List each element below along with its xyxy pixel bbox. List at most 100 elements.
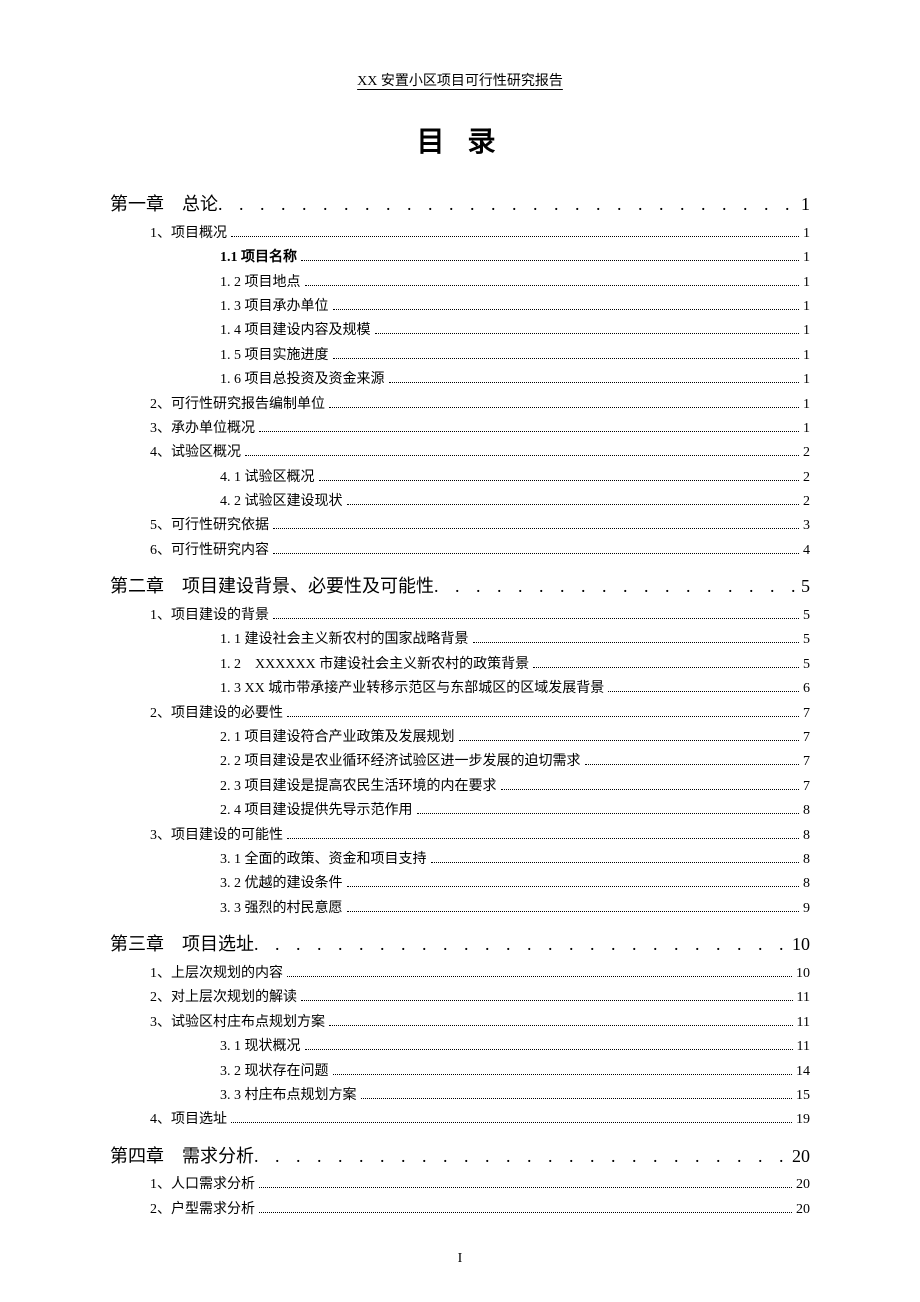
toc-page-number: 5 [803,654,810,676]
toc-page-number: 5 [803,629,810,651]
toc-page-number: 19 [796,1109,810,1131]
toc-page-number: 15 [796,1085,810,1107]
toc-label: 1、上层次规划的内容 [150,963,283,985]
toc-page-number: 10 [796,963,810,985]
toc-page-number: 5 [801,572,810,601]
toc-label: 3. 2 现状存在问题 [220,1061,329,1083]
toc-entry: 4. 2 试验区建设现状2 [110,491,810,513]
toc-entry: 第四章 需求分析 . . . . . . . . . . . . . . . .… [110,1142,810,1171]
toc-entry: 3. 1 现状概况11 [110,1036,810,1058]
toc-container: 第一章 总论 . . . . . . . . . . . . . . . . .… [110,190,810,1221]
toc-page-number: 11 [797,1012,810,1034]
toc-entry: 2、户型需求分析20 [110,1199,810,1221]
toc-label: 第一章 总论 [110,190,218,219]
toc-label: 第二章 项目建设背景、必要性及可能性 [110,572,434,601]
toc-page-number: 7 [803,703,810,725]
toc-entry: 1、人口需求分析20 [110,1174,810,1196]
toc-leader-dots [585,764,800,765]
toc-label: 1. 6 项目总投资及资金来源 [220,369,385,391]
toc-leader-dots [231,1122,792,1123]
toc-page-number: 11 [797,1036,810,1058]
toc-page-number: 1 [803,345,810,367]
toc-leader-dots: . . . . . . . . . . . . . . . . . . . . … [434,572,801,601]
toc-page-number: 11 [797,987,810,1009]
toc-entry: 第三章 项目选址 . . . . . . . . . . . . . . . .… [110,930,810,959]
toc-leader-dots [333,358,800,359]
toc-leader-dots [333,1074,793,1075]
toc-leader-dots [608,691,799,692]
toc-label: 2、项目建设的必要性 [150,703,283,725]
toc-label: 2. 2 项目建设是农业循环经济试验区进一步发展的迫切需求 [220,751,581,773]
toc-entry: 4、试验区概况2 [110,442,810,464]
toc-leader-dots [245,455,799,456]
toc-leader-dots [347,504,800,505]
toc-page-number: 1 [803,272,810,294]
toc-leader-dots [329,1025,793,1026]
toc-label: 3、试验区村庄布点规划方案 [150,1012,325,1034]
toc-page-number: 20 [796,1199,810,1221]
toc-label: 2. 1 项目建设符合产业政策及发展规划 [220,727,455,749]
toc-page-number: 1 [803,369,810,391]
toc-page-number: 8 [803,825,810,847]
toc-label: 2、可行性研究报告编制单位 [150,394,325,416]
toc-entry: 3. 2 优越的建设条件8 [110,873,810,895]
toc-label: 1. 2 XXXXXX 市建设社会主义新农村的政策背景 [220,654,529,676]
toc-leader-dots [305,285,800,286]
toc-label: 3、项目建设的可能性 [150,825,283,847]
toc-entry: 3. 3 村庄布点规划方案 15 [110,1085,810,1107]
toc-page-number: 2 [803,442,810,464]
toc-page-number: 10 [792,930,810,959]
toc-label: 4. 1 试验区概况 [220,467,315,489]
toc-entry: 1.1 项目名称1 [110,247,810,269]
toc-leader-dots [333,309,800,310]
toc-label: 3. 3 村庄布点规划方案 [220,1085,357,1107]
toc-entry: 3. 2 现状存在问题14 [110,1061,810,1083]
toc-entry: 2、可行性研究报告编制单位 1 [110,394,810,416]
toc-label: 2. 3 项目建设是提高农民生活环境的内在要求 [220,776,497,798]
toc-leader-dots [259,431,799,432]
toc-page-number: 1 [801,190,810,219]
toc-entry: 第一章 总论 . . . . . . . . . . . . . . . . .… [110,190,810,219]
toc-entry: 2. 4 项目建设提供先导示范作用8 [110,800,810,822]
toc-label: 1. 1 建设社会主义新农村的国家战略背景 [220,629,469,651]
toc-entry: 1、项目建设的背景5 [110,605,810,627]
toc-leader-dots [301,260,799,261]
toc-label: 2. 4 项目建设提供先导示范作用 [220,800,413,822]
toc-leader-dots [431,862,800,863]
toc-entry: 1、上层次规划的内容 10 [110,963,810,985]
toc-entry: 4、项目选址19 [110,1109,810,1131]
toc-page-number: 1 [803,394,810,416]
toc-leader-dots [273,528,799,529]
toc-leader-dots [361,1098,793,1099]
toc-leader-dots: . . . . . . . . . . . . . . . . . . . . … [254,930,792,959]
toc-leader-dots [347,911,800,912]
toc-entry: 1. 3 项目承办单位1 [110,296,810,318]
toc-page-number: 7 [803,751,810,773]
toc-leader-dots [533,667,799,668]
toc-page-number: 20 [796,1174,810,1196]
toc-leader-dots: . . . . . . . . . . . . . . . . . . . . … [218,190,801,219]
toc-leader-dots [375,333,800,334]
toc-leader-dots [459,740,800,741]
toc-entry: 第二章 项目建设背景、必要性及可能性 . . . . . . . . . . .… [110,572,810,601]
toc-page-number: 4 [803,540,810,562]
toc-entry: 2. 2 项目建设是农业循环经济试验区进一步发展的迫切需求 7 [110,751,810,773]
toc-entry: 5、可行性研究依据3 [110,515,810,537]
toc-label: 1. 2 项目地点 [220,272,301,294]
toc-label: 1. 4 项目建设内容及规模 [220,320,371,342]
toc-entry: 3、试验区村庄布点规划方案 11 [110,1012,810,1034]
toc-leader-dots [305,1049,793,1050]
toc-page-number: 5 [803,605,810,627]
toc-label: 3. 2 优越的建设条件 [220,873,343,895]
toc-page-number: 1 [803,296,810,318]
toc-page-number: 2 [803,491,810,513]
toc-leader-dots [329,407,799,408]
toc-page-number: 7 [803,727,810,749]
toc-entry: 1. 2 XXXXXX 市建设社会主义新农村的政策背景 5 [110,654,810,676]
toc-entry: 1. 4 项目建设内容及规模1 [110,320,810,342]
toc-page-number: 3 [803,515,810,537]
toc-leader-dots [473,642,800,643]
toc-label: 6、可行性研究内容 [150,540,269,562]
toc-main-title: 目 录 [110,120,810,160]
page-header-title: XX 安置小区项目可行性研究报告 [110,70,810,90]
